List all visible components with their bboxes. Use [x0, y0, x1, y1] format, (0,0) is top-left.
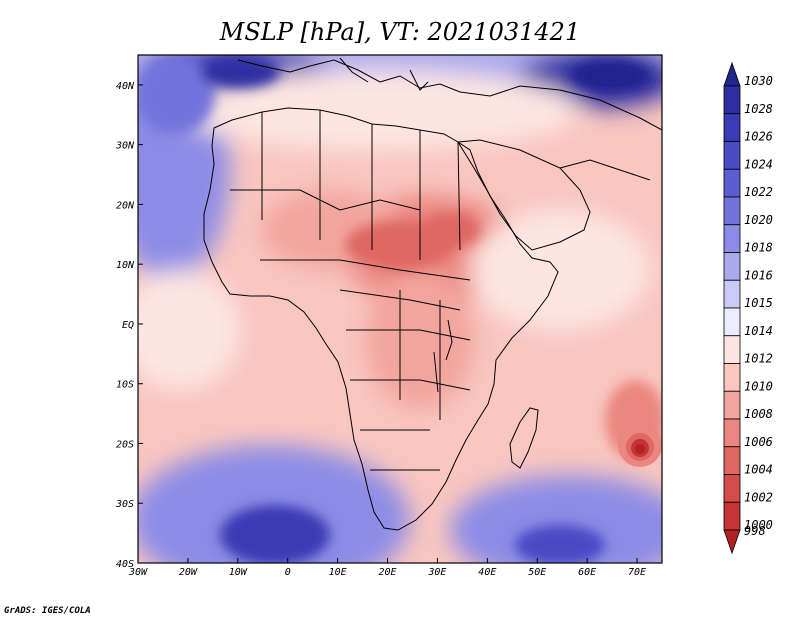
colorbar-label: 1010: [744, 379, 773, 393]
colorbar-swatch: [723, 363, 741, 392]
colorbar-swatch: [723, 390, 741, 420]
lon-tick-label: 30E: [427, 567, 446, 578]
colorbar-swatch: [723, 168, 741, 198]
colorbar-swatch: [723, 529, 741, 555]
colorbar-swatch: [723, 196, 741, 226]
colorbar-swatch: [723, 501, 741, 531]
lat-tick-label: 40N: [116, 81, 135, 92]
lat-tick-label: EQ: [122, 320, 134, 331]
colorbar-label: 1004: [744, 463, 773, 477]
colorbar-label: 1012: [744, 352, 773, 366]
lon-tick-label: 50E: [528, 567, 546, 578]
colorbar-label: 1006: [744, 435, 773, 449]
colorbar-label: 1022: [744, 185, 773, 199]
colorbar-label: 1018: [744, 241, 773, 255]
colorbar-label: 1008: [744, 407, 773, 421]
colorbar-label: 1016: [744, 268, 773, 282]
colorbar-swatch: [723, 446, 741, 475]
lon-tick-label: 10E: [329, 567, 347, 578]
lat-tick-label: 10S: [116, 380, 134, 391]
colorbar-label: 998: [744, 524, 766, 538]
lon-tick-label: 70E: [628, 567, 646, 578]
lat-tick-label: 20N: [116, 200, 135, 211]
colorbar-swatch: [723, 224, 741, 253]
colorbar-label: 1014: [744, 324, 773, 338]
lon-tick-label: 0: [285, 567, 291, 578]
pressure-field: [138, 55, 662, 563]
coastlines: [203, 57, 662, 531]
colorbar-label: 1000: [744, 518, 773, 532]
colorbar-label: 1015: [744, 296, 773, 310]
colorbar-swatch: [723, 61, 741, 87]
colorbar-swatch: [723, 113, 741, 142]
colorbar-label: 1026: [744, 130, 773, 144]
lon-tick-label: 10W: [229, 567, 248, 578]
lat-tick-label: 40S: [116, 559, 134, 570]
colorbar-swatch: [723, 474, 741, 503]
plot-frame: [137, 54, 663, 564]
colorbar-label: 1030: [744, 74, 773, 88]
colorbar: 1030 1028 1026 1024 1022 1020 1018 1016 1015 1014…: [723, 61, 773, 555]
colorbar-label: 1002: [744, 490, 773, 504]
lon-tick-label: 60E: [578, 567, 596, 578]
lon-tick-label: 20E: [378, 567, 396, 578]
lat-tick-label: 20S: [116, 439, 134, 450]
colorbar-swatch: [723, 335, 741, 364]
colorbar-swatch: [723, 141, 741, 170]
colorbar-swatch: [723, 85, 741, 115]
colorbar-label: 1020: [744, 213, 773, 227]
colorbar-swatch: [723, 418, 741, 448]
lon-tick-label: 40E: [478, 567, 496, 578]
credit-label: GrADS: IGES/COLA: [4, 606, 91, 616]
lat-tick-label: 10N: [116, 260, 135, 271]
lon-tick-label: 20W: [179, 567, 198, 578]
colorbar-swatch: [723, 279, 741, 309]
figure-title: MSLP [hPa], VT: 2021031421: [219, 18, 580, 46]
longitude-axis: 30W 20W 10W 0 10E 20E 30E 40E 50E 60E 70E: [128, 558, 646, 578]
colorbar-swatch: [723, 307, 741, 337]
colorbar-label: 1028: [744, 102, 773, 116]
lon-tick-label: 30W: [128, 567, 148, 578]
colorbar-swatch: [723, 252, 741, 281]
lat-tick-label: 30N: [115, 141, 135, 152]
lat-tick-label: 30S: [115, 499, 134, 510]
colorbar-label: 1024: [744, 157, 773, 171]
latitude-axis: 40N 30N 20N 10N EQ 10S 20S 30S 40S: [115, 81, 143, 570]
